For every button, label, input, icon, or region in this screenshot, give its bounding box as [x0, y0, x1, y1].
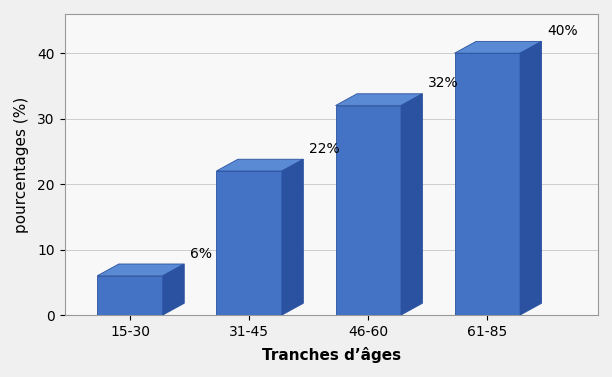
Text: 22%: 22%: [309, 142, 340, 156]
Polygon shape: [217, 159, 304, 171]
Text: 6%: 6%: [190, 247, 212, 261]
Polygon shape: [520, 41, 542, 315]
Y-axis label: pourcentages (%): pourcentages (%): [14, 97, 29, 233]
X-axis label: Tranches d’âges: Tranches d’âges: [262, 347, 401, 363]
Polygon shape: [455, 41, 542, 53]
Polygon shape: [163, 264, 184, 315]
Polygon shape: [97, 276, 163, 315]
Polygon shape: [455, 53, 520, 315]
Polygon shape: [282, 159, 304, 315]
Polygon shape: [97, 264, 184, 276]
Polygon shape: [217, 171, 282, 315]
Text: 32%: 32%: [428, 77, 459, 90]
Polygon shape: [335, 106, 401, 315]
Text: 40%: 40%: [548, 24, 578, 38]
Polygon shape: [335, 94, 422, 106]
Polygon shape: [401, 94, 422, 315]
